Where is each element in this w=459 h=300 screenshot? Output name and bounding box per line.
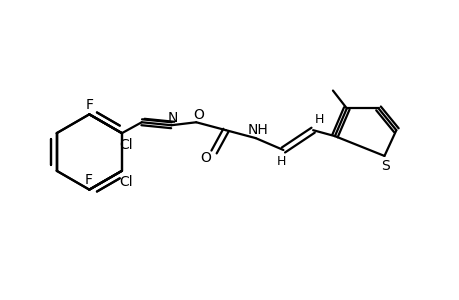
Text: S: S xyxy=(380,159,389,173)
Text: Cl: Cl xyxy=(119,175,132,189)
Text: H: H xyxy=(313,113,323,126)
Text: F: F xyxy=(85,98,93,112)
Text: O: O xyxy=(200,151,211,165)
Text: H: H xyxy=(276,155,285,168)
Text: O: O xyxy=(192,108,203,122)
Text: N: N xyxy=(167,111,177,125)
Text: Cl: Cl xyxy=(119,138,132,152)
Text: F: F xyxy=(84,173,92,187)
Text: NH: NH xyxy=(247,123,268,137)
